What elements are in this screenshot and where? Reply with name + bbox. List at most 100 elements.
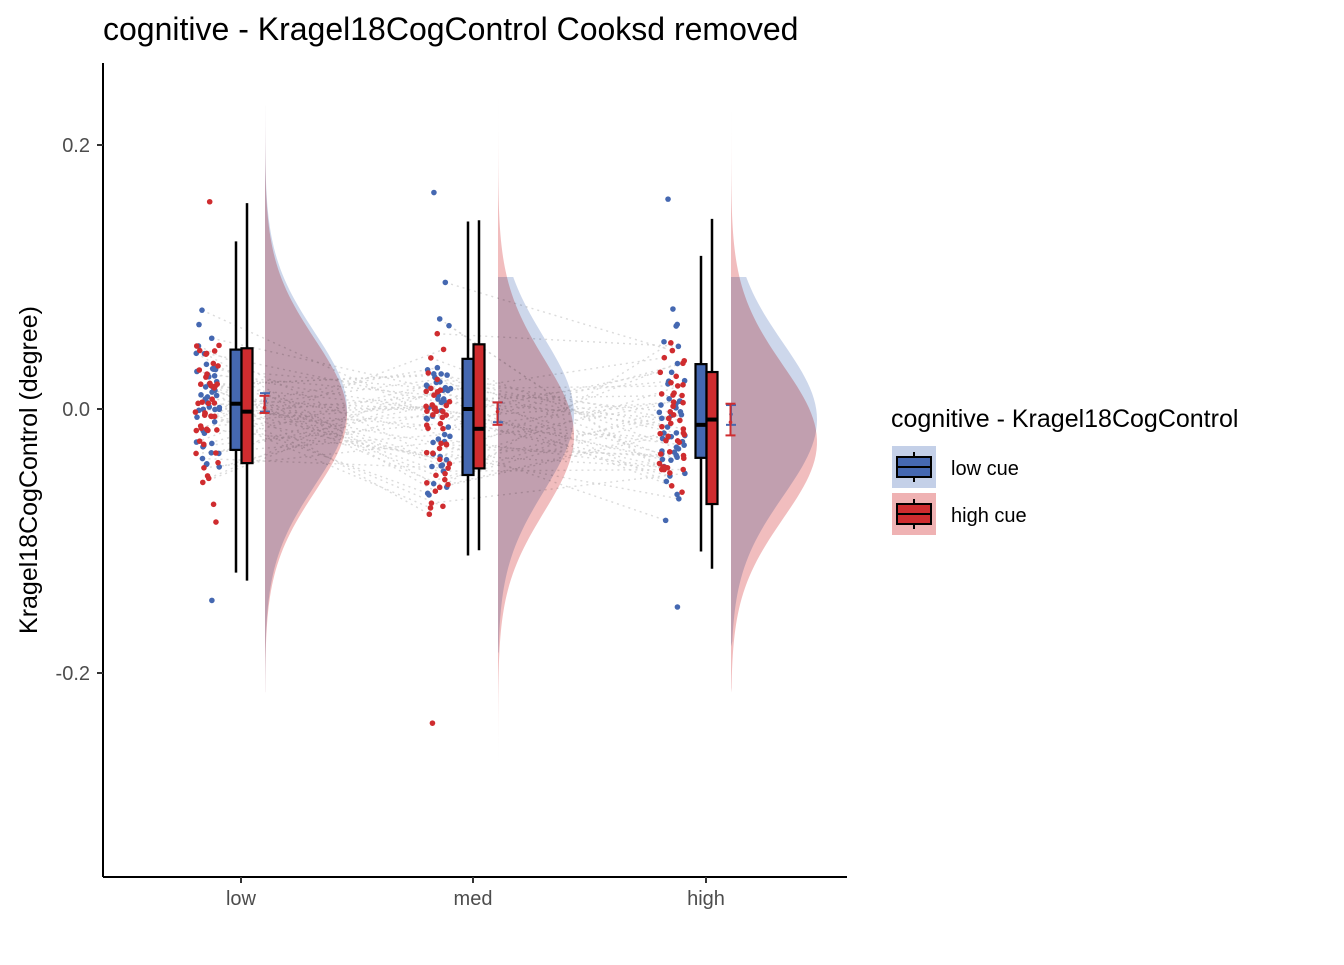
- data-point: [439, 462, 446, 468]
- data-point: [673, 323, 679, 329]
- box-low-cue: [229, 348, 243, 452]
- data-point: [426, 492, 432, 498]
- data-point: [659, 415, 665, 422]
- data-point: [210, 501, 217, 508]
- data-point: [426, 511, 433, 518]
- data-point: [208, 335, 215, 342]
- box-low-cue: [694, 363, 708, 459]
- paired-line: [441, 414, 674, 467]
- data-point: [424, 480, 430, 486]
- data-point: [197, 381, 204, 388]
- paired-line: [202, 387, 446, 484]
- paired-line: [200, 415, 433, 427]
- box-low-cue: [461, 357, 475, 477]
- data-point: [659, 423, 665, 430]
- paired-line: [426, 371, 661, 420]
- data-point: [657, 430, 663, 437]
- mean-error-bars: [259, 392, 736, 437]
- data-point: [440, 346, 447, 353]
- data-point: [428, 385, 434, 392]
- data-point: [668, 369, 675, 376]
- paired-line: [209, 382, 451, 438]
- data-point: [196, 321, 202, 328]
- mean-point: [728, 420, 733, 425]
- data-point: [424, 408, 430, 414]
- mean-point: [495, 409, 500, 414]
- data-point: [674, 604, 681, 610]
- box-high-cue: [705, 370, 719, 506]
- data-point: [663, 437, 669, 444]
- data-point: [657, 369, 664, 376]
- data-point: [436, 445, 443, 452]
- data-point: [663, 478, 670, 485]
- data-point: [192, 409, 199, 415]
- data-point: [425, 370, 432, 376]
- paired-line: [446, 414, 685, 446]
- data-point: [213, 519, 219, 525]
- chart-title: cognitive - Kragel18CogControl Cooksd re…: [103, 11, 798, 47]
- data-point: [662, 517, 669, 524]
- data-point: [680, 360, 686, 367]
- data-point: [197, 423, 204, 429]
- data-point: [206, 198, 213, 205]
- data-point: [196, 347, 203, 354]
- density-high-cue-med: [498, 98, 574, 839]
- data-point: [673, 373, 680, 380]
- data-point: [659, 456, 666, 463]
- data-point: [423, 388, 430, 395]
- data-point: [667, 470, 673, 476]
- data-point: [665, 433, 671, 440]
- data-point: [214, 427, 220, 433]
- data-point: [203, 361, 210, 368]
- y-tick-label: -0.2: [56, 663, 90, 685]
- data-point: [212, 406, 218, 413]
- data-point: [441, 431, 448, 438]
- data-point: [434, 364, 441, 371]
- data-point: [209, 440, 215, 447]
- data-point: [213, 450, 219, 456]
- paired-line: [205, 386, 437, 476]
- data-point: [676, 439, 683, 446]
- data-point: [431, 392, 437, 398]
- data-point: [427, 505, 434, 511]
- x-tick-label: med: [454, 888, 493, 910]
- data-point: [209, 389, 215, 395]
- data-point: [209, 597, 215, 604]
- data-point: [202, 410, 208, 416]
- data-point: [211, 419, 218, 425]
- paired-line: [450, 385, 678, 390]
- data-point: [202, 384, 209, 390]
- paired-line: [427, 401, 674, 420]
- data-point: [213, 392, 220, 399]
- data-point: [211, 385, 218, 391]
- legend-label-high-cue: high cue: [951, 505, 1027, 527]
- y-axis-title: Kragel18CogControl (degree): [15, 306, 43, 634]
- data-point: [198, 392, 204, 398]
- data-point: [677, 417, 683, 424]
- data-point: [673, 430, 680, 436]
- data-point: [666, 396, 672, 402]
- data-point: [216, 464, 223, 470]
- data-point: [430, 439, 436, 446]
- data-point: [423, 403, 429, 410]
- data-point: [675, 446, 682, 452]
- data-point: [199, 479, 206, 486]
- data-point: [667, 420, 674, 427]
- mean-point: [262, 405, 267, 410]
- data-point: [437, 456, 443, 463]
- data-point: [665, 196, 671, 202]
- data-point: [428, 500, 435, 506]
- data-point: [431, 371, 437, 377]
- paired-line: [219, 406, 441, 461]
- paired-line: [195, 367, 438, 413]
- paired-line: [203, 423, 441, 447]
- data-point: [205, 427, 211, 434]
- data-point: [440, 425, 446, 432]
- data-point: [201, 465, 207, 471]
- paired-line: [202, 457, 449, 469]
- legend: cognitive - Kragel18CogControl low cue hi…: [891, 405, 1238, 535]
- data-point: [423, 449, 430, 456]
- data-point: [674, 383, 681, 389]
- data-point: [205, 475, 212, 482]
